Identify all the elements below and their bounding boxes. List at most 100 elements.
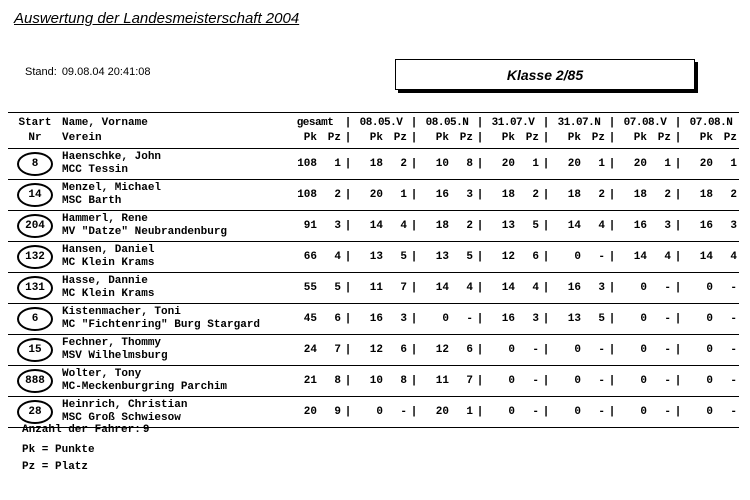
rider-name: Haenschke, John xyxy=(62,151,162,163)
pz-value: 3 xyxy=(664,220,671,232)
pz-value: 3 xyxy=(400,313,407,325)
column-separator: | xyxy=(476,344,484,356)
pz-header: Pz xyxy=(723,131,737,144)
table-row: 28 Heinrich, Christian MSC Groß Schwiesow 2… xyxy=(8,397,739,428)
pz-value: - xyxy=(664,375,671,387)
pk-value: 24 xyxy=(303,344,317,356)
pz-value: 2 xyxy=(664,189,671,201)
pz-value: - xyxy=(532,375,539,387)
column-separator: | xyxy=(542,220,550,232)
pz-value: 3 xyxy=(466,189,473,201)
column-separator: | xyxy=(608,282,616,294)
table-row: 15 Fechner, Thommy MSV Wilhelmsburg 24 7 | 12 6… xyxy=(8,335,739,366)
pk-header: Pk xyxy=(501,131,515,144)
pz-value: 7 xyxy=(334,344,341,356)
column-separator: | xyxy=(608,344,616,356)
stand-timestamp: 09.08.04 20:41:08 xyxy=(61,66,151,78)
start-number-cell: 204 xyxy=(8,214,62,238)
table-row: 6 Kistenmacher, Toni MC "Fichtenring" Burg… xyxy=(8,304,739,335)
column-separator: | xyxy=(344,116,352,129)
pz-value: 5 xyxy=(466,251,473,263)
start-number-badge: 888 xyxy=(17,369,53,393)
pz-value: - xyxy=(730,313,737,325)
pk-value: 11 xyxy=(435,375,449,387)
class-title-box: Klasse 2/85 xyxy=(395,59,695,90)
rider-club: MC "Fichtenring" Burg Stargard xyxy=(62,319,261,331)
pz-value: 8 xyxy=(466,158,473,170)
pz-value: - xyxy=(598,251,605,263)
pz-value: 5 xyxy=(400,251,407,263)
column-separator: | xyxy=(476,220,484,232)
column-separator: | xyxy=(410,406,418,418)
rider-club: MSC Groß Schwiesow xyxy=(62,412,181,424)
pz-value: 6 xyxy=(532,251,539,263)
pz-value: 1 xyxy=(664,158,671,170)
column-separator: | xyxy=(674,313,682,325)
pk-value: 13 xyxy=(567,313,581,325)
column-separator: | xyxy=(542,189,550,201)
pz-value: 7 xyxy=(466,375,473,387)
rider-club: MSV Wilhelmsburg xyxy=(62,350,168,362)
pk-value: 14 xyxy=(633,251,647,263)
column-separator: | xyxy=(542,158,550,170)
pk-value: 14 xyxy=(369,220,383,232)
rider-club: MC-Meckenburgring Parchim xyxy=(62,381,228,393)
pk-value: 20 xyxy=(501,158,515,170)
pz-header: Pz xyxy=(591,131,605,144)
pz-header: Pz xyxy=(459,131,473,144)
column-separator: | xyxy=(410,344,418,356)
rider-name: Hammerl, Rene xyxy=(62,213,148,225)
table-row: 204 Hammerl, Rene MV "Datze" Neubrandenbur… xyxy=(8,211,739,242)
pz-value: 5 xyxy=(532,220,539,232)
pk-value: 91 xyxy=(303,220,317,232)
column-group-label: 07.08.N xyxy=(689,116,733,129)
legend-pk: Pk = Punkte xyxy=(22,444,95,456)
pk-value: 12 xyxy=(501,251,515,263)
column-separator: | xyxy=(344,282,352,294)
verein-header: Verein xyxy=(62,131,102,144)
column-separator: | xyxy=(608,189,616,201)
column-separator: | xyxy=(410,189,418,201)
column-separator: | xyxy=(476,131,484,144)
column-separator: | xyxy=(344,189,352,201)
column-separator: | xyxy=(674,375,682,387)
pz-value: 3 xyxy=(532,313,539,325)
rider-cell: Menzel, Michael MSC Barth xyxy=(62,182,287,208)
column-separator: | xyxy=(410,251,418,263)
pz-value: 2 xyxy=(334,189,341,201)
pk-value: 16 xyxy=(633,220,647,232)
pz-value: - xyxy=(730,375,737,387)
column-separator: | xyxy=(542,282,550,294)
pk-value: 0 xyxy=(706,282,713,294)
pz-value: - xyxy=(598,406,605,418)
pk-value: 16 xyxy=(699,220,713,232)
column-separator: | xyxy=(674,131,682,144)
rider-name: Kistenmacher, Toni xyxy=(62,306,181,318)
start-number-badge: 132 xyxy=(17,245,53,269)
table-row: 8 Haenschke, John MCC Tessin 108 1 | 18 2 | 10 8 | 2… xyxy=(8,149,739,180)
column-separator: | xyxy=(608,131,616,144)
column-separator: | xyxy=(608,251,616,263)
rider-name: Fechner, Thommy xyxy=(62,337,162,349)
pk-value: 45 xyxy=(303,313,317,325)
pk-value: 16 xyxy=(501,313,515,325)
pz-value: - xyxy=(598,344,605,356)
column-separator: | xyxy=(674,406,682,418)
results-table: Start Name, Vorname gesamt | 08.05.V | 08.05.N… xyxy=(8,112,739,428)
column-separator: | xyxy=(542,313,550,325)
table-body: 8 Haenschke, John MCC Tessin 108 1 | 18 2 | 10 8 | 2… xyxy=(8,149,739,428)
status-line: Stand: 09.08.04 20:41:08 xyxy=(25,66,151,78)
column-separator: | xyxy=(410,375,418,387)
pz-value: 8 xyxy=(334,375,341,387)
pk-value: 0 xyxy=(574,406,581,418)
class-title: Klasse 2/85 xyxy=(506,66,584,83)
column-group-label: 31.07.V xyxy=(491,116,535,129)
pk-value: 0 xyxy=(376,406,383,418)
column-separator: | xyxy=(608,313,616,325)
column-separator: | xyxy=(476,116,484,129)
pz-value: - xyxy=(730,406,737,418)
pz-value: - xyxy=(664,282,671,294)
start-number-badge: 15 xyxy=(17,338,53,362)
column-separator: | xyxy=(608,375,616,387)
